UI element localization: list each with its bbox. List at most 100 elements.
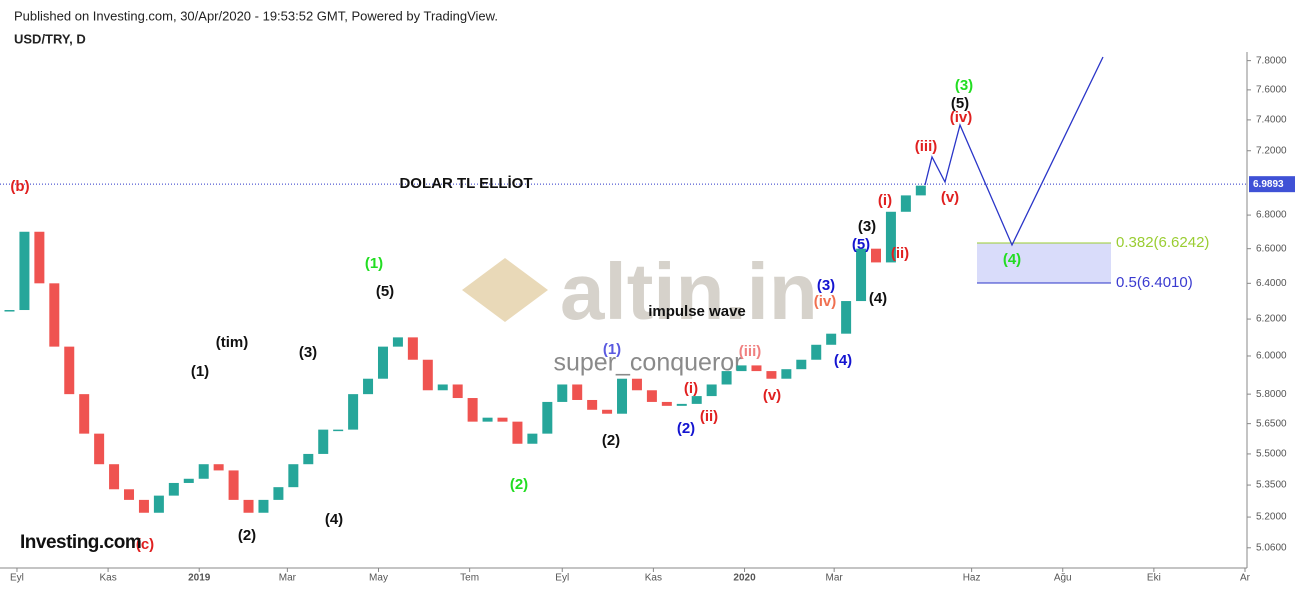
candle bbox=[109, 464, 120, 490]
wave-label: (3) bbox=[299, 344, 317, 361]
wave-label: DOLAR TL ELLİOT bbox=[399, 175, 532, 192]
wave-label: (iii) bbox=[915, 138, 938, 155]
candle bbox=[870, 248, 881, 263]
watermark: super_conqueror bbox=[553, 349, 742, 377]
candle bbox=[587, 399, 598, 410]
y-tick-label: 5.8000 bbox=[1256, 389, 1287, 400]
candle bbox=[557, 384, 568, 402]
candle bbox=[572, 384, 583, 400]
candle bbox=[437, 384, 448, 391]
candle bbox=[124, 489, 135, 500]
x-tick-label: Eki bbox=[1147, 573, 1161, 584]
wave-label: (3) bbox=[955, 77, 973, 94]
x-tick-label: Kas bbox=[99, 573, 116, 584]
candle bbox=[676, 403, 687, 406]
wave-label: (c) bbox=[136, 536, 154, 553]
candle bbox=[706, 384, 717, 397]
candle bbox=[303, 453, 314, 465]
candle bbox=[34, 231, 45, 284]
wave-label: (v) bbox=[941, 189, 959, 206]
candle bbox=[646, 390, 657, 402]
candle bbox=[19, 231, 30, 311]
candle bbox=[49, 283, 60, 347]
y-tick-label: 5.2000 bbox=[1256, 512, 1287, 523]
wave-label: (2) bbox=[602, 432, 620, 449]
x-tick-label: Eyl bbox=[555, 573, 569, 584]
candle bbox=[94, 433, 105, 465]
y-tick-label: 6.2000 bbox=[1256, 314, 1287, 325]
x-tick-label: Kas bbox=[645, 573, 662, 584]
candle bbox=[348, 394, 359, 430]
x-tick-label: Mar bbox=[826, 573, 844, 584]
investing-logo: Investing.com bbox=[20, 532, 141, 553]
wave-label: (2) bbox=[677, 420, 695, 437]
candle bbox=[631, 378, 642, 391]
candle bbox=[198, 464, 209, 479]
wave-label: (4) bbox=[1003, 251, 1021, 268]
wave-label: (ii) bbox=[891, 245, 909, 262]
candle bbox=[377, 346, 388, 379]
candle bbox=[796, 359, 807, 370]
candle bbox=[363, 378, 374, 395]
wave-label: (5) bbox=[852, 236, 870, 253]
candle bbox=[751, 365, 762, 372]
candle bbox=[900, 195, 911, 212]
x-tick-label: Eyl bbox=[10, 573, 24, 584]
symbol: USD/TRY, D bbox=[14, 31, 86, 46]
x-tick-label: Ar bbox=[1240, 573, 1251, 584]
wave-label: (b) bbox=[10, 178, 29, 195]
wave-label: (1) bbox=[603, 341, 621, 358]
candle bbox=[512, 421, 523, 444]
candle bbox=[766, 371, 777, 379]
wave-label: (i) bbox=[878, 192, 892, 209]
wave-label: (2) bbox=[238, 527, 256, 544]
wave-label: (iv) bbox=[950, 109, 973, 126]
candle bbox=[422, 359, 433, 391]
candle bbox=[826, 333, 837, 345]
wave-label: impulse wave bbox=[648, 303, 746, 320]
candle bbox=[527, 433, 538, 444]
wave-label: (ii) bbox=[700, 408, 718, 425]
x-tick-label: Tem bbox=[460, 573, 479, 584]
wave-label: (tim) bbox=[216, 334, 249, 351]
wave-label: (3) bbox=[858, 218, 876, 235]
candle bbox=[153, 495, 164, 513]
wave-label: (2) bbox=[510, 476, 528, 493]
y-tick-label: 5.3500 bbox=[1256, 480, 1287, 491]
x-tick-label: Haz bbox=[963, 573, 981, 584]
wave-label: (1) bbox=[191, 363, 209, 380]
wave-label: (i) bbox=[684, 380, 698, 397]
wave-label: 0.5(6.4010) bbox=[1116, 274, 1193, 291]
candle bbox=[183, 478, 194, 483]
candle bbox=[79, 394, 90, 434]
candle bbox=[258, 499, 269, 513]
candle bbox=[392, 337, 403, 347]
wave-label: (4) bbox=[869, 290, 887, 307]
wave-label: (5) bbox=[376, 283, 394, 300]
y-tick-label: 6.0000 bbox=[1256, 351, 1287, 362]
candle bbox=[288, 464, 299, 488]
candle bbox=[617, 378, 628, 414]
candle bbox=[542, 401, 553, 434]
candle bbox=[4, 310, 15, 312]
x-tick-label: Ağu bbox=[1054, 573, 1072, 584]
candle bbox=[213, 464, 224, 471]
wave-label: (4) bbox=[834, 352, 852, 369]
candle bbox=[467, 398, 478, 422]
candle bbox=[691, 396, 702, 404]
last-price-label: 6.9893 bbox=[1253, 179, 1284, 190]
candle bbox=[228, 470, 239, 500]
candle bbox=[333, 429, 344, 432]
candle bbox=[915, 185, 926, 196]
wave-projection bbox=[924, 56, 1104, 247]
published: Published on Investing.com, 30/Apr/2020 … bbox=[14, 8, 498, 23]
watermark: altin.in bbox=[560, 247, 818, 336]
candle bbox=[781, 369, 792, 379]
candle bbox=[318, 429, 329, 454]
candle bbox=[661, 401, 672, 406]
watermarks: altin.in super_conqueror bbox=[462, 247, 818, 377]
y-tick-label: 5.6500 bbox=[1256, 418, 1287, 429]
y-tick-label: 7.8000 bbox=[1256, 55, 1287, 66]
candle bbox=[138, 499, 149, 513]
